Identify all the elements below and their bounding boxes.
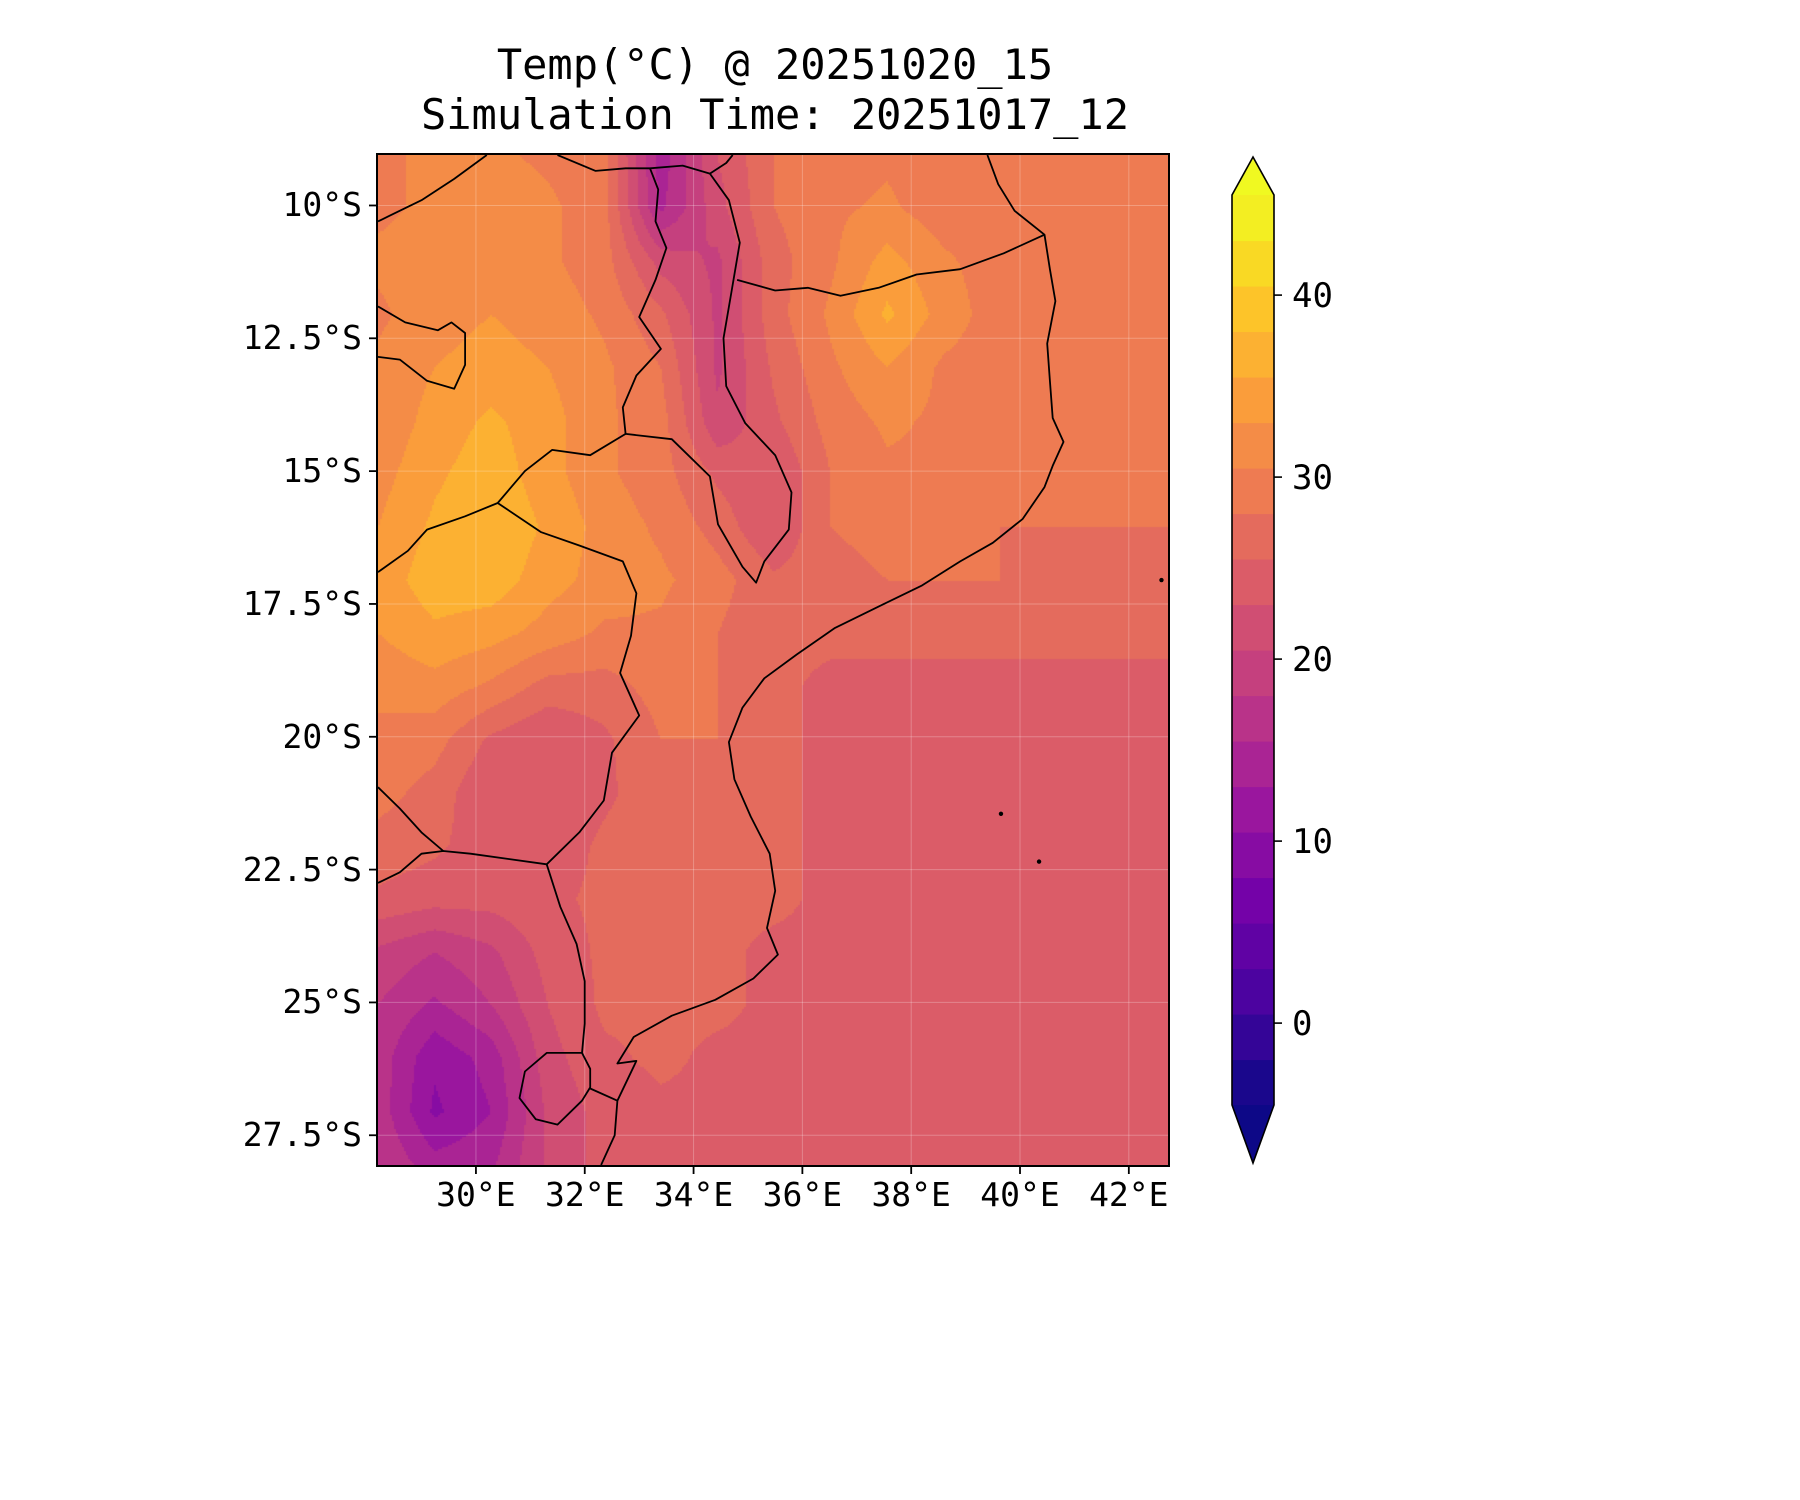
- x-axis-tick-label: 40°E: [980, 1175, 1060, 1214]
- x-axis-tick-label: 32°E: [544, 1175, 625, 1214]
- plot-title: Temp(°C) @ 20251020_15: [496, 40, 1054, 89]
- country-border: [557, 155, 650, 172]
- map-plot-area: [376, 153, 1170, 1167]
- country-border: [378, 305, 466, 390]
- country-border: [378, 786, 444, 852]
- colorbar-tick-label: 0: [1292, 1004, 1312, 1044]
- colorbar-extend-max: [1232, 157, 1274, 195]
- colorbar-tick-label: 10: [1292, 822, 1333, 862]
- country-border: [736, 233, 1045, 297]
- country-border: [378, 850, 547, 884]
- colorbar-band: [1232, 786, 1274, 833]
- colorbar-band: [1232, 422, 1274, 469]
- colorbar-band: [1232, 195, 1274, 242]
- colorbar-tick-label: 20: [1292, 640, 1333, 680]
- colorbar-band: [1232, 923, 1274, 970]
- plot-subtitle: Simulation Time: 20251017_12: [420, 90, 1129, 139]
- colorbar-band: [1232, 240, 1274, 287]
- colorbar-band: [1232, 331, 1274, 378]
- country-border: [621, 164, 793, 584]
- x-axis-tick-label: 42°E: [1089, 1175, 1169, 1214]
- x-axis-tick-label: 36°E: [762, 1175, 843, 1214]
- colorbar-band: [1232, 877, 1274, 924]
- colorbar-band: [1232, 650, 1274, 697]
- colorbar-band: [1232, 968, 1274, 1015]
- y-axis-tick-label: 17.5°S: [242, 583, 362, 623]
- colorbar-band: [1232, 377, 1274, 424]
- x-axis-tick-label: 30°E: [436, 1175, 516, 1214]
- country-border: [600, 155, 1065, 1165]
- y-axis-tick-label: 27.5°S: [242, 1115, 362, 1155]
- y-axis-tick-label: 15°S: [282, 451, 362, 491]
- y-axis-tick-label: 12.5°S: [242, 318, 362, 358]
- colorbar-extend-min: [1232, 1105, 1274, 1163]
- country-borders-layer: [378, 155, 1168, 1165]
- y-axis-tick-label: 20°S: [282, 716, 362, 756]
- island-dot: [1159, 577, 1164, 583]
- y-axis-tick-label: 22.5°S: [242, 849, 362, 889]
- colorbar-band: [1232, 468, 1274, 515]
- colorbar-band: [1232, 1059, 1274, 1106]
- island-dot: [1036, 859, 1042, 864]
- colorbar-tick-label: 40: [1292, 276, 1333, 316]
- title-block: Temp(°C) @ 20251020_15 Simulation Time: …: [300, 40, 1250, 140]
- y-axis-tick-label: 10°S: [282, 185, 362, 225]
- country-border: [518, 1052, 592, 1126]
- colorbar-tick-label: 30: [1292, 458, 1333, 498]
- y-axis-tick-label: 25°S: [282, 982, 362, 1022]
- temperature-field-canvas: [378, 155, 1168, 1165]
- colorbar-band: [1232, 695, 1274, 742]
- country-border: [709, 155, 734, 175]
- colorbar-band: [1232, 741, 1274, 788]
- country-border: [378, 433, 627, 573]
- x-axis-tick-label: 34°E: [653, 1175, 734, 1214]
- island-dot: [998, 811, 1004, 817]
- colorbar-band: [1232, 832, 1274, 879]
- colorbar-band: [1232, 513, 1274, 560]
- colorbar-band: [1232, 604, 1274, 651]
- colorbar: 40 30 20 10 0: [1231, 155, 1333, 1166]
- colorbar-outline: [1231, 155, 1275, 1166]
- country-border: [497, 502, 641, 865]
- colorbar-band: [1232, 286, 1274, 333]
- country-border: [589, 1087, 618, 1102]
- colorbar-band: [1232, 1014, 1274, 1061]
- colorbar-band: [1232, 559, 1274, 606]
- country-border: [545, 864, 586, 1053]
- country-border: [378, 155, 488, 223]
- x-axis-tick-label: 38°E: [871, 1175, 951, 1214]
